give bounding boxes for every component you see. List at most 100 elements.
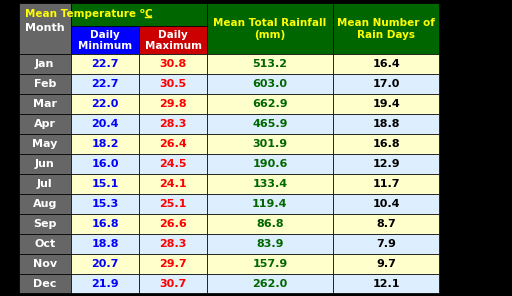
Bar <box>139 26 207 54</box>
Text: (mm): (mm) <box>254 30 286 40</box>
Text: Jul: Jul <box>37 179 53 189</box>
Bar <box>333 54 439 74</box>
Text: 28.3: 28.3 <box>159 119 187 129</box>
Text: 18.8: 18.8 <box>92 239 119 249</box>
Bar <box>18 114 71 134</box>
Bar <box>207 2 333 54</box>
Text: 119.4: 119.4 <box>252 199 288 209</box>
Text: 30.7: 30.7 <box>159 279 187 289</box>
Bar <box>71 274 139 294</box>
Text: 29.8: 29.8 <box>159 99 187 109</box>
Text: 25.1: 25.1 <box>159 199 187 209</box>
Text: Minimum: Minimum <box>78 41 132 51</box>
Bar <box>18 154 71 174</box>
Bar <box>18 2 71 54</box>
Text: 15.3: 15.3 <box>92 199 119 209</box>
Bar <box>333 214 439 234</box>
Bar <box>207 74 333 94</box>
Bar <box>333 94 439 114</box>
Text: 15.1: 15.1 <box>92 179 119 189</box>
Bar <box>71 74 139 94</box>
Text: Oct: Oct <box>34 239 55 249</box>
Bar <box>71 114 139 134</box>
Bar <box>18 274 71 294</box>
Text: 86.8: 86.8 <box>256 219 284 229</box>
Bar <box>139 114 207 134</box>
Text: 22.0: 22.0 <box>92 99 119 109</box>
Bar <box>333 234 439 254</box>
Bar <box>71 94 139 114</box>
Text: 83.9: 83.9 <box>256 239 284 249</box>
Bar <box>333 114 439 134</box>
Bar <box>71 254 139 274</box>
Bar <box>139 94 207 114</box>
Bar <box>333 74 439 94</box>
Text: 133.4: 133.4 <box>252 179 287 189</box>
Text: 17.0: 17.0 <box>372 79 400 89</box>
Bar <box>207 114 333 134</box>
Text: 18.2: 18.2 <box>92 139 119 149</box>
Text: Apr: Apr <box>34 119 56 129</box>
Bar <box>333 274 439 294</box>
Text: Mar: Mar <box>33 99 57 109</box>
Bar <box>71 2 207 26</box>
Bar <box>333 2 439 54</box>
Bar <box>18 94 71 114</box>
Bar <box>207 134 333 154</box>
Text: Daily: Daily <box>91 30 120 40</box>
Text: Aug: Aug <box>33 199 57 209</box>
Text: 513.2: 513.2 <box>252 59 287 69</box>
Text: 18.8: 18.8 <box>372 119 400 129</box>
Text: C: C <box>145 9 153 19</box>
Text: 26.4: 26.4 <box>159 139 187 149</box>
Bar <box>207 194 333 214</box>
Text: o: o <box>140 8 145 14</box>
Bar <box>207 214 333 234</box>
Text: 301.9: 301.9 <box>252 139 287 149</box>
Text: 29.7: 29.7 <box>159 259 187 269</box>
Text: 12.1: 12.1 <box>372 279 400 289</box>
Text: Feb: Feb <box>34 79 56 89</box>
Text: 9.7: 9.7 <box>376 259 396 269</box>
Text: 262.0: 262.0 <box>252 279 288 289</box>
Text: 24.5: 24.5 <box>159 159 187 169</box>
Bar <box>139 234 207 254</box>
Bar <box>207 94 333 114</box>
Bar <box>139 154 207 174</box>
Bar <box>207 254 333 274</box>
Text: 603.0: 603.0 <box>252 79 287 89</box>
Text: Rain Days: Rain Days <box>357 30 415 40</box>
Bar <box>18 234 71 254</box>
Text: 16.8: 16.8 <box>372 139 400 149</box>
Text: 10.4: 10.4 <box>372 199 400 209</box>
Bar <box>71 234 139 254</box>
Text: 19.4: 19.4 <box>372 99 400 109</box>
Text: Daily: Daily <box>158 30 188 40</box>
Text: 12.9: 12.9 <box>372 159 400 169</box>
Text: 8.7: 8.7 <box>376 219 396 229</box>
Bar <box>139 74 207 94</box>
Text: 157.9: 157.9 <box>252 259 288 269</box>
Bar <box>207 274 333 294</box>
Bar <box>139 254 207 274</box>
Text: 465.9: 465.9 <box>252 119 288 129</box>
Bar <box>207 154 333 174</box>
Bar <box>18 194 71 214</box>
Text: 22.7: 22.7 <box>92 79 119 89</box>
Bar <box>18 174 71 194</box>
Text: Month: Month <box>25 23 65 33</box>
Text: Mean Total Rainfall: Mean Total Rainfall <box>214 18 327 28</box>
Text: Nov: Nov <box>33 259 57 269</box>
Text: 22.7: 22.7 <box>92 59 119 69</box>
Bar <box>18 54 71 74</box>
Text: 662.9: 662.9 <box>252 99 288 109</box>
Text: 30.8: 30.8 <box>159 59 187 69</box>
Text: 7.9: 7.9 <box>376 239 396 249</box>
Text: 26.6: 26.6 <box>159 219 187 229</box>
Text: Jun: Jun <box>35 159 55 169</box>
Text: 30.5: 30.5 <box>160 79 187 89</box>
Text: 28.3: 28.3 <box>159 239 187 249</box>
Bar <box>71 134 139 154</box>
Bar <box>18 214 71 234</box>
Bar <box>71 154 139 174</box>
